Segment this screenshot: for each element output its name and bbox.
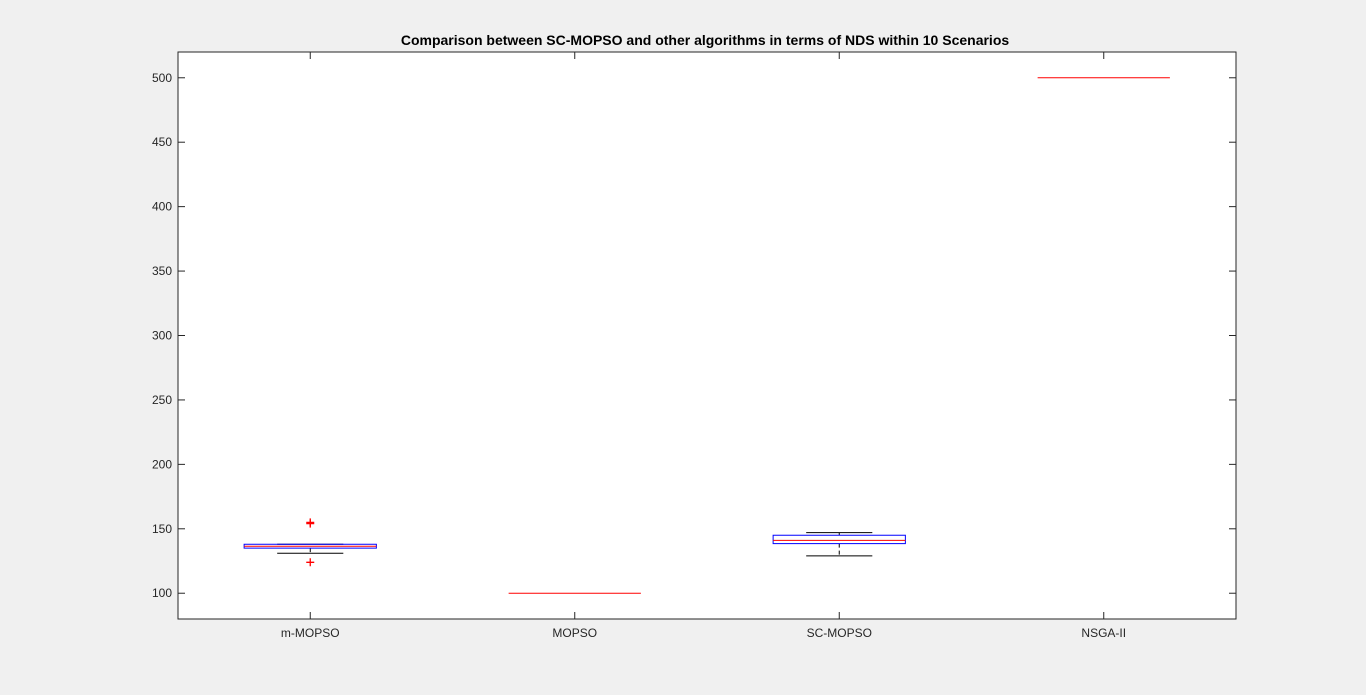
y-tick-label: 100 [152, 586, 172, 600]
box-sc-mopso [772, 532, 906, 557]
chart-title: Comparison between SC-MOPSO and other al… [401, 32, 1010, 48]
outlier-marker [306, 518, 315, 527]
x-axis: m-MOPSO MOPSO SC-MOPSO NSGA-II [281, 52, 1126, 640]
y-tick-label: 200 [152, 457, 172, 471]
box-plot-series [243, 77, 1170, 594]
y-tick-label: 300 [152, 329, 172, 343]
y-tick-label: 450 [152, 135, 172, 149]
y-tick-label: 350 [152, 264, 172, 278]
box-m-mopso [243, 518, 377, 567]
x-tick-label: SC-MOPSO [807, 626, 872, 640]
y-axis: 100 150 200 250 300 350 400 450 500 [152, 71, 1236, 600]
y-tick-label: 250 [152, 393, 172, 407]
y-tick-label: 400 [152, 200, 172, 214]
outlier-marker [306, 558, 315, 567]
x-tick-label: MOPSO [552, 626, 597, 640]
box-iqr [772, 534, 906, 545]
y-tick-label: 500 [152, 71, 172, 85]
x-tick-label: m-MOPSO [281, 626, 340, 640]
x-tick-label: NSGA-II [1081, 626, 1126, 640]
y-tick-label: 150 [152, 522, 172, 536]
axes-background [177, 51, 1237, 620]
